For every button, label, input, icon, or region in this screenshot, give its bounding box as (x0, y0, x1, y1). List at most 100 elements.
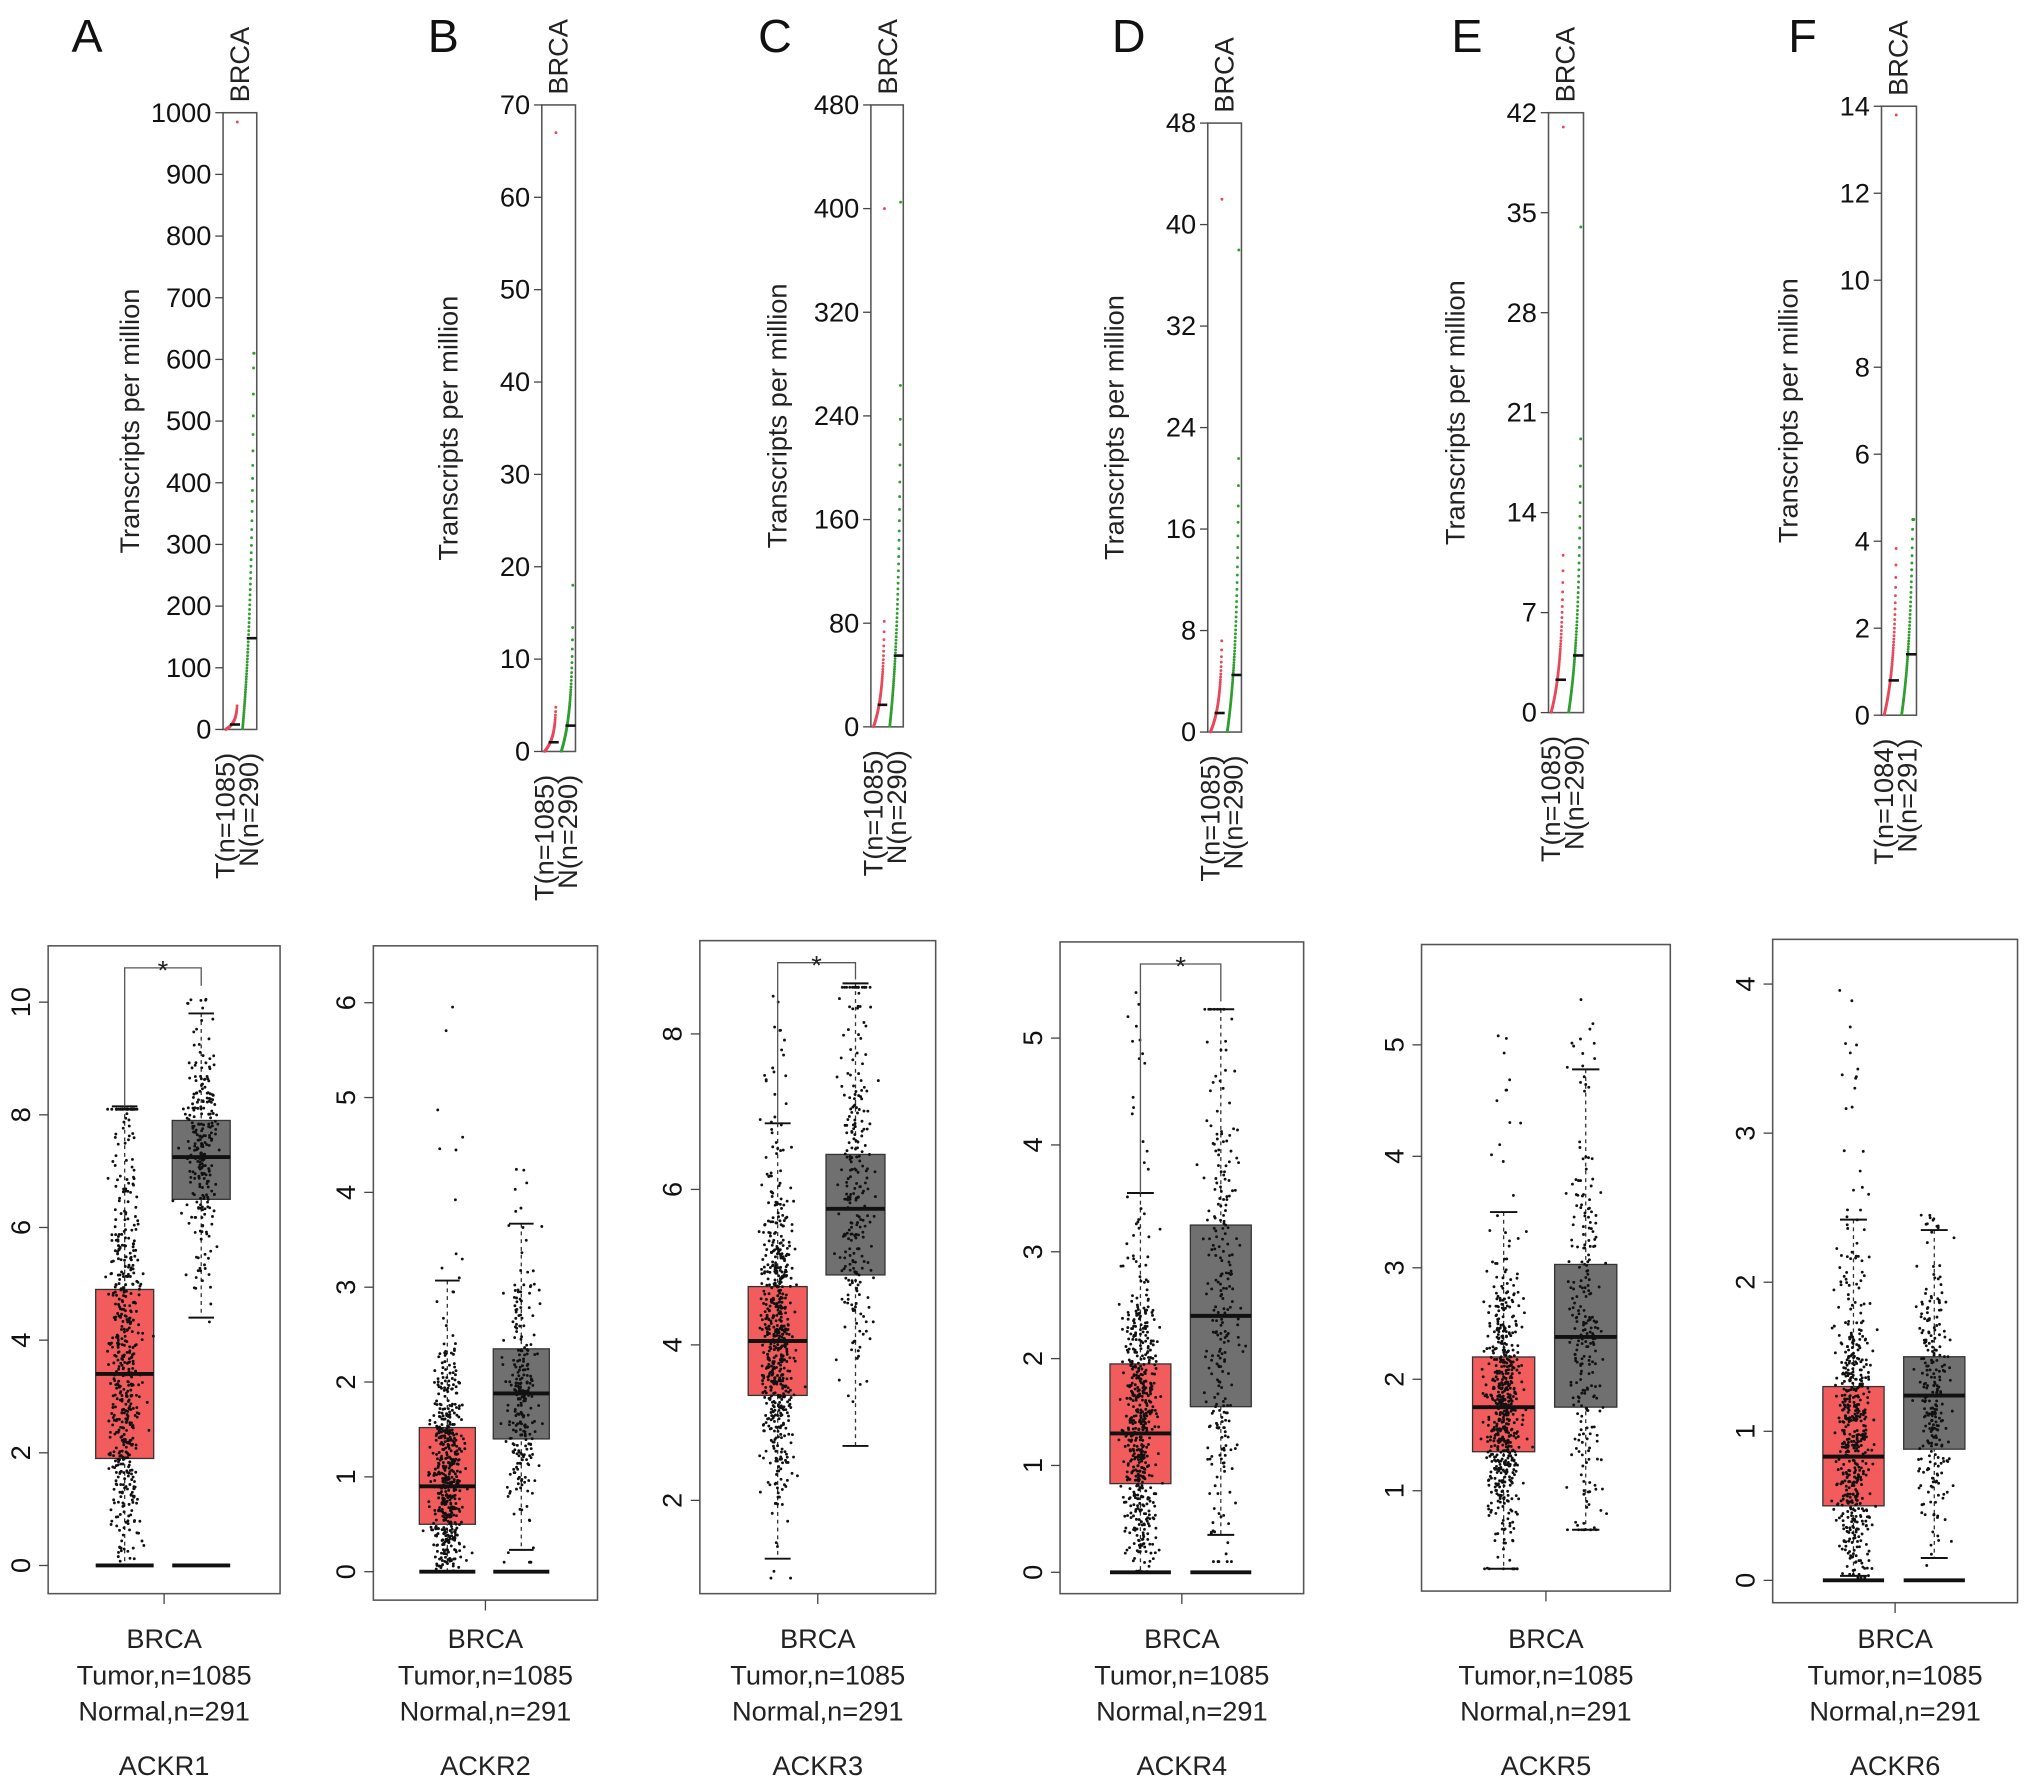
jitter-point (1496, 1499, 1500, 1503)
jitter-point (1144, 1333, 1148, 1337)
y-tick-label: 1 (1017, 1458, 1048, 1473)
jitter-point (782, 1405, 786, 1409)
jitter-point (777, 1403, 780, 1407)
jitter-point (1153, 1363, 1157, 1367)
jitter-point (529, 1456, 533, 1460)
jitter-point (770, 1127, 774, 1131)
jitter-point (1222, 1513, 1226, 1517)
jitter-point (1228, 1254, 1231, 1257)
jitter-point (770, 1286, 774, 1290)
jitter-point (1130, 1438, 1134, 1442)
jitter-point (126, 1380, 130, 1384)
jitter-point (123, 1218, 127, 1222)
normal-dot (243, 700, 247, 704)
jitter-point (1228, 1263, 1232, 1267)
jitter-point (1146, 1255, 1150, 1259)
jitter-point (141, 1381, 144, 1384)
jitter-point (1489, 1394, 1493, 1398)
jitter-point (437, 1451, 441, 1454)
jitter-point (782, 1392, 785, 1396)
jitter-point (1215, 1423, 1219, 1427)
jitter-point (206, 1179, 210, 1183)
jitter-point (860, 1088, 864, 1092)
jitter-point (519, 1428, 522, 1431)
jitter-point (1131, 1447, 1135, 1451)
jitter-point (212, 1192, 216, 1196)
jitter-point (107, 1363, 110, 1366)
jitter-point (1120, 1428, 1124, 1432)
jitter-point (852, 1084, 855, 1088)
jitter-point (129, 1402, 133, 1406)
tumor-box (95, 1105, 155, 1568)
jitter-point (1487, 1362, 1491, 1366)
jitter-point (1139, 1474, 1143, 1478)
jitter-point (1489, 1470, 1493, 1474)
jitter-point (768, 1398, 772, 1401)
jitter-point (194, 1216, 198, 1219)
normal-dot (1573, 658, 1576, 662)
jitter-point (1127, 1403, 1131, 1406)
normal-dot (1235, 573, 1239, 577)
jitter-point (1135, 1350, 1139, 1354)
jitter-point (121, 1126, 125, 1130)
jitter-point (768, 1266, 772, 1269)
jitter-point (1214, 1405, 1218, 1409)
jitter-point (1151, 1501, 1155, 1504)
jitter-point (1145, 1502, 1149, 1506)
jitter-point (118, 1196, 122, 1200)
jitter-point (780, 1360, 784, 1364)
normal-dot (243, 697, 247, 701)
jitter-point (517, 1475, 521, 1479)
jitter-point (124, 1456, 128, 1460)
jitter-point (1485, 1347, 1489, 1350)
jitter-point (118, 1246, 122, 1250)
jitter-point (519, 1299, 523, 1303)
jitter-point (1212, 1007, 1216, 1011)
jitter-point (122, 1229, 126, 1233)
jitter-point (844, 1250, 848, 1254)
jitter-point (433, 1509, 437, 1512)
tumor-dot (882, 654, 885, 658)
jitter-point (454, 1252, 458, 1256)
jitter-point (188, 1113, 192, 1117)
jitter-point (858, 1382, 862, 1386)
jitter-point (528, 1381, 532, 1385)
jitter-point (113, 1225, 117, 1229)
jitter-point (1213, 1484, 1217, 1488)
jitter-point (207, 1273, 211, 1276)
jitter-point (1209, 1124, 1213, 1128)
jitter-point (135, 1393, 138, 1397)
jitter-point (856, 1221, 859, 1225)
x-category-label: BRCA (126, 1623, 202, 1654)
jitter-point (1223, 1311, 1227, 1315)
jitter-point (1221, 1370, 1225, 1373)
jitter-point (127, 1357, 131, 1361)
jitter-point (1204, 1355, 1207, 1359)
jitter-point (786, 1461, 790, 1464)
jitter-point (437, 1461, 441, 1465)
jitter-point (451, 1005, 454, 1009)
jitter-point (783, 1329, 787, 1333)
jitter-point (506, 1403, 510, 1407)
jitter-point (1140, 1523, 1144, 1527)
jitter-point (443, 1468, 447, 1472)
jitter-point (110, 1107, 114, 1111)
jitter-point (855, 1214, 859, 1217)
jitter-point (840, 1084, 844, 1088)
jitter-point (773, 1248, 776, 1252)
jitter-point (195, 1146, 199, 1150)
jitter-point (853, 1339, 857, 1343)
jitter-point (111, 1291, 115, 1295)
jitter-point (1155, 1340, 1159, 1344)
jitter-point (1151, 1339, 1155, 1343)
jitter-point (1239, 1306, 1243, 1310)
jitter-point (846, 1394, 850, 1398)
jitter-point (777, 1469, 781, 1473)
jitter-point (136, 1497, 139, 1501)
jitter-point (868, 1153, 871, 1156)
jitter-point (114, 1479, 118, 1483)
jitter-point (511, 1320, 515, 1324)
jitter-point (110, 1260, 114, 1264)
normal-dot (1579, 437, 1583, 441)
